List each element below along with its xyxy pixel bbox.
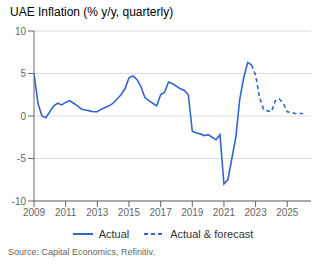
- html-text:Source: Capital Economics, Ref: Source: Capital Economics, Refinitiv.: [8, 247, 155, 257]
- svg-text:2011: 2011: [55, 207, 77, 218]
- svg-text:2015: 2015: [118, 207, 141, 218]
- svg-text:2025: 2025: [276, 207, 299, 218]
- svg-text:2017: 2017: [150, 207, 173, 218]
- html-text:UAE Inflation (% y/y, quarterl: UAE Inflation (% y/y, quarterly): [10, 5, 174, 19]
- svg-text:2009: 2009: [23, 207, 46, 218]
- html-text:Actual & forecast: Actual & forecast: [170, 228, 254, 240]
- svg-text:2021: 2021: [213, 207, 236, 218]
- svg-text:10: 10: [15, 26, 27, 37]
- svg-text:-5: -5: [17, 153, 26, 164]
- svg-text:0: 0: [20, 111, 26, 122]
- svg-text:-10: -10: [12, 196, 27, 207]
- svg-text:2019: 2019: [181, 207, 204, 218]
- svg-text:2013: 2013: [86, 207, 109, 218]
- html-text:Actual: Actual: [98, 228, 130, 240]
- svg-text:5: 5: [20, 68, 26, 79]
- svg-text:2023: 2023: [244, 207, 267, 218]
